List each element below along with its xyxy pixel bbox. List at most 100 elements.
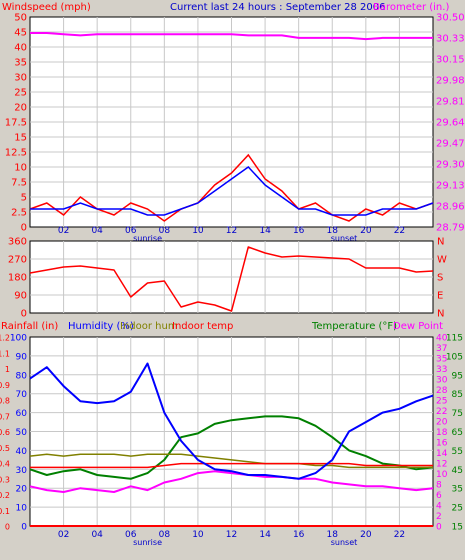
dewpoint-label: Dew Point [393, 321, 443, 332]
temp-c-ytick-6: 12 [436, 460, 447, 470]
dir-ytick-2: 180 [8, 273, 27, 284]
temp-f-ytick-2: 35 [452, 485, 463, 495]
wind-ytick-6: 15 [14, 133, 27, 144]
dewpoint-series-line [29, 470, 434, 493]
temp-c-ytick-13: 28 [436, 386, 448, 396]
wind-xtick-18: 18 [327, 226, 339, 236]
wind-ytick-14: 50 [14, 13, 27, 24]
wind-ytick-4: 10 [14, 163, 27, 174]
indoor-temp-label: Indoor temp [172, 321, 233, 332]
temp-c-ytick-1: 2 [436, 512, 442, 522]
indoor-temp-series-line [30, 462, 433, 469]
humidity-ytick-3: 30 [16, 466, 28, 476]
dir-compass-3: W [437, 255, 447, 266]
wind-ytick-8: 20 [14, 103, 27, 114]
temp-c-ytick-15: 33 [436, 365, 447, 375]
rain-ytick-3: 0.3 [0, 475, 10, 484]
humidity-ytick-2: 20 [16, 485, 28, 495]
wind-xtick-12: 12 [226, 226, 237, 236]
hum-xtick-22: 22 [394, 530, 405, 540]
dir-compass-2: S [437, 273, 443, 284]
rain-ytick-10: 1 [5, 365, 10, 374]
humidity-ytick-6: 60 [16, 409, 28, 419]
wind-xtick-02: 02 [58, 226, 69, 236]
temp-c-ytick-14: 30 [436, 376, 448, 386]
rain-ytick-11: 1.1 [0, 349, 10, 358]
humidity-ytick-4: 40 [16, 447, 28, 457]
wind-xtick-sunset-label: sunset [331, 234, 358, 243]
temp-f-ytick-0: 15 [452, 523, 463, 533]
hum-xtick-10: 10 [192, 530, 204, 540]
hum-xtick-sunset-label: sunset [331, 538, 358, 547]
humidity-ytick-9: 90 [16, 352, 28, 362]
rain-ytick-7: 0.7 [0, 412, 10, 421]
wind-ytick-10: 30 [14, 73, 27, 84]
wind-xtick-22: 22 [394, 226, 405, 236]
hum-xtick-12: 12 [226, 530, 237, 540]
rain-ytick-2: 0.2 [0, 491, 10, 500]
wind-direction-series-line [29, 246, 434, 312]
wind-ytick-7: 17.5 [5, 118, 27, 129]
temp-c-ytick-5: 10 [436, 470, 448, 480]
dir-ytick-0: 0 [21, 309, 27, 320]
humidity-ytick-5: 50 [16, 428, 28, 438]
wind-xtick-16: 16 [293, 226, 305, 236]
hum-xtick-18: 18 [327, 530, 339, 540]
wind-ytick-0: 0 [21, 223, 27, 234]
rainfall-label: Rainfall (in) [1, 321, 58, 332]
temp-c-ytick-0: 0 [436, 523, 442, 533]
baro-ytick-6: 29.81 [436, 97, 465, 108]
humidity-ytick-10: 100 [10, 334, 27, 344]
temp-f-ytick-10: 115 [446, 334, 463, 344]
dir-compass-4: N [437, 237, 444, 248]
hum-xtick-02: 02 [58, 530, 69, 540]
wind-ytick-2: 5 [21, 193, 27, 204]
temp-f-ytick-1: 25 [452, 504, 463, 514]
temperature-label: Temperature (°F) [311, 321, 397, 332]
rain-ytick-4: 0.4 [0, 460, 10, 469]
baro-ytick-2: 29.13 [436, 181, 465, 192]
humidity-temp-panel-marks: 00.10.20.30.40.50.60.70.80.911.11.201020… [0, 334, 463, 548]
humidity-ytick-0: 0 [21, 523, 27, 533]
rain-ytick-9: 0.9 [0, 381, 10, 390]
baro-ytick-4: 29.47 [436, 139, 465, 150]
temp-f-ytick-3: 45 [452, 466, 463, 476]
wind-ytick-9: 25 [14, 88, 27, 99]
temp-c-ytick-9: 18 [436, 428, 448, 438]
barometer-series-line [30, 32, 433, 41]
hum-xtick-20: 20 [360, 530, 372, 540]
rain-ytick-8: 0.8 [0, 397, 10, 406]
dir-ytick-4: 360 [8, 237, 27, 248]
baro-ytick-9: 30.33 [436, 34, 465, 45]
wind-xtick-06: 06 [125, 226, 137, 236]
baro-ytick-7: 29.98 [436, 76, 465, 87]
temp-f-ytick-6: 75 [452, 409, 463, 419]
humidity-series-line [29, 362, 434, 480]
baro-ytick-0: 28.79 [436, 223, 465, 234]
wind-panel-marks: 0 2.5 5 7.5 10 12.5 15 17.5 20 25 30 35 40 45 50 28.79 2… [5, 13, 465, 244]
hum-xtick-14: 14 [259, 530, 271, 540]
baro-ytick-5: 29.64 [436, 118, 465, 129]
temp-c-ytick-17: 37 [436, 344, 447, 354]
wind-xtick-08: 08 [159, 226, 171, 236]
baro-ytick-3: 29.30 [436, 160, 465, 171]
indoor-hum-series-line [29, 453, 433, 469]
temp-c-ytick-2: 4 [436, 502, 442, 512]
rain-ytick-6: 0.6 [0, 428, 10, 437]
temp-f-ytick-4: 55 [452, 447, 463, 457]
temp-c-ytick-11: 22 [436, 407, 447, 417]
hum-xtick-04: 04 [91, 530, 103, 540]
windspeed-title: Windspeed (mph) [2, 2, 91, 13]
temp-c-ytick-12: 25 [436, 397, 447, 407]
indoor-hum-label: Indoor hum [120, 321, 178, 332]
wind-xtick-10: 10 [192, 226, 204, 236]
humidity-ytick-7: 70 [16, 390, 28, 400]
wind-ytick-13: 45 [14, 28, 27, 39]
wind-ytick-12: 40 [14, 43, 27, 54]
dir-compass-1: E [437, 291, 443, 302]
temp-c-ytick-18: 40 [436, 334, 448, 344]
wind-xtick-sunrise-label: sunrise [133, 234, 162, 243]
temp-c-ytick-3: 6 [436, 491, 442, 501]
